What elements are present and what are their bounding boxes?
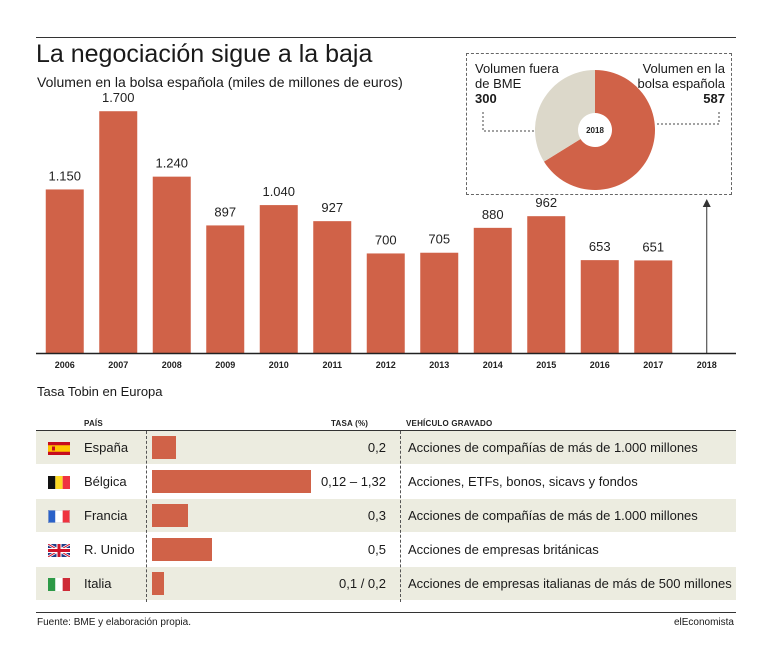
bar-value-label-2009: 897 bbox=[214, 204, 236, 219]
table-row: Francia 0,3 Acciones de compañías de más d… bbox=[36, 499, 736, 532]
rate-value: 0,3 bbox=[367, 508, 386, 523]
bar-value-label-2017: 651 bbox=[642, 239, 664, 254]
donut-inset: 2018 Volumen fuera de BME 300 Volumen en… bbox=[466, 53, 732, 195]
year-tick-label-2015: 2015 bbox=[536, 360, 556, 370]
country-name: R. Unido bbox=[84, 542, 135, 557]
bar-chart: 1.150 2006 1.700 2007 1.240 2008 897 2009 1.040 2… bbox=[36, 90, 736, 370]
table-row: España 0,2 Acciones de compañías de más de… bbox=[36, 431, 736, 464]
country-name: Francia bbox=[84, 508, 128, 523]
country-name: Italia bbox=[84, 576, 112, 591]
donut-label-inside: Volumen en la bolsa española 587 bbox=[625, 61, 725, 106]
italy-flag-icon bbox=[48, 578, 70, 591]
donut-label-outside: Volumen fuera de BME 300 bbox=[475, 61, 565, 106]
bar-value-label-2011: 927 bbox=[321, 200, 343, 215]
rate-value: 0,1 / 0,2 bbox=[339, 576, 386, 591]
year-tick-label-2006: 2006 bbox=[55, 360, 75, 370]
france-flag-icon bbox=[48, 510, 70, 523]
taxed-vehicle: Acciones de empresas italianas de más de… bbox=[408, 576, 732, 591]
year-tick-label-2016: 2016 bbox=[590, 360, 610, 370]
bar-value-label-2012: 700 bbox=[375, 232, 397, 247]
year-tick-label-2010: 2010 bbox=[269, 360, 289, 370]
bar-2017 bbox=[634, 260, 673, 353]
bar-2013 bbox=[420, 252, 459, 353]
arrow-up-icon bbox=[702, 199, 711, 207]
bar-2014 bbox=[473, 227, 512, 353]
donut-center-label: 2018 bbox=[586, 126, 604, 135]
table-row: R. Unido 0,5 Acciones de empresas británic… bbox=[36, 533, 736, 566]
rate-bar bbox=[152, 572, 165, 595]
bar-2008 bbox=[152, 176, 191, 353]
donut-leader-inside bbox=[657, 112, 720, 125]
taxed-vehicle: Acciones de compañías de más de 1.000 mi… bbox=[408, 508, 698, 523]
top-rule bbox=[36, 37, 736, 38]
bar-2015 bbox=[527, 216, 566, 353]
bar-2016 bbox=[580, 260, 619, 353]
bar-2012 bbox=[366, 253, 405, 353]
column-separator bbox=[146, 431, 147, 602]
header-vehicle: VEHÍCULO GRAVADO bbox=[406, 419, 493, 428]
year-tick-label-2007: 2007 bbox=[108, 360, 128, 370]
year-tick-label-2017: 2017 bbox=[643, 360, 663, 370]
chart-title: La negociación sigue a la baja bbox=[36, 40, 373, 68]
donut-label-outside-text: Volumen fuera de BME bbox=[475, 61, 559, 91]
bar-value-label-2014: 880 bbox=[482, 207, 504, 222]
donut-slice-bolsa-espanola bbox=[543, 70, 655, 190]
year-tick-label-2011: 2011 bbox=[322, 360, 342, 370]
rate-bar bbox=[152, 436, 177, 459]
table-title: Tasa Tobin en Europa bbox=[37, 384, 163, 399]
year-tick-label-2008: 2008 bbox=[162, 360, 182, 370]
table-row: Italia 0,1 / 0,2 Acciones de empresas ital… bbox=[36, 567, 736, 600]
footer-rule bbox=[36, 612, 736, 613]
year-tick-label-2018: 2018 bbox=[697, 360, 717, 370]
bar-2011 bbox=[313, 221, 352, 353]
donut-leader-outside bbox=[482, 112, 535, 132]
rate-value: 0,2 bbox=[367, 440, 386, 455]
bar-value-label-2008: 1.240 bbox=[155, 156, 188, 171]
donut-label-inside-text: Volumen en la bolsa española bbox=[637, 61, 725, 91]
bar-2009 bbox=[206, 225, 245, 353]
year-tick-label-2012: 2012 bbox=[376, 360, 396, 370]
donut-slice-fuera-bme bbox=[535, 70, 595, 162]
rate-value: 0,5 bbox=[367, 542, 386, 557]
column-separator bbox=[400, 431, 401, 602]
brand-label: elEconomista bbox=[673, 617, 734, 628]
year-tick-label-2009: 2009 bbox=[215, 360, 235, 370]
bar-value-label-2013: 705 bbox=[428, 232, 450, 247]
donut-value-inside: 587 bbox=[703, 91, 725, 106]
year-tick-label-2014: 2014 bbox=[483, 360, 503, 370]
bar-2007 bbox=[99, 111, 138, 353]
header-country: PAÍS bbox=[84, 419, 103, 428]
bar-value-label-2006: 1.150 bbox=[48, 168, 81, 183]
rate-bar bbox=[152, 470, 311, 493]
country-name: Bélgica bbox=[84, 474, 127, 489]
source-note: Fuente: BME y elaboración propia. bbox=[37, 617, 191, 628]
belgium-flag-icon bbox=[48, 476, 70, 489]
taxed-vehicle: Acciones de compañías de más de 1.000 mi… bbox=[408, 440, 698, 455]
header-rate: TASA (%) bbox=[331, 419, 369, 428]
bar-value-label-2007: 1.700 bbox=[102, 90, 135, 105]
table-header-rule bbox=[36, 430, 736, 431]
bar-value-label-2016: 653 bbox=[589, 239, 611, 254]
rate-bar bbox=[152, 538, 213, 561]
rate-value: 0,12 – 1,32 bbox=[320, 474, 386, 489]
table-row: Bélgica 0,12 – 1,32 Acciones, ETFs, bonos,… bbox=[36, 465, 736, 498]
spain-flag-icon bbox=[48, 442, 70, 455]
year-tick-label-2013: 2013 bbox=[429, 360, 449, 370]
bar-2010 bbox=[259, 205, 298, 353]
uk-flag-icon bbox=[47, 542, 71, 559]
taxed-vehicle: Acciones de empresas británicas bbox=[408, 542, 599, 557]
taxed-vehicle: Acciones, ETFs, bonos, sicavs y fondos bbox=[408, 474, 638, 489]
donut-value-outside: 300 bbox=[475, 91, 497, 106]
rate-bar bbox=[152, 504, 189, 527]
country-name: España bbox=[84, 440, 129, 455]
bar-value-label-2015: 962 bbox=[535, 195, 557, 210]
bar-2006 bbox=[45, 189, 84, 353]
donut-chart: 2018 bbox=[482, 70, 720, 190]
chart-subtitle: Volumen en la bolsa española (miles de m… bbox=[37, 74, 403, 90]
bar-value-label-2010: 1.040 bbox=[262, 184, 295, 199]
